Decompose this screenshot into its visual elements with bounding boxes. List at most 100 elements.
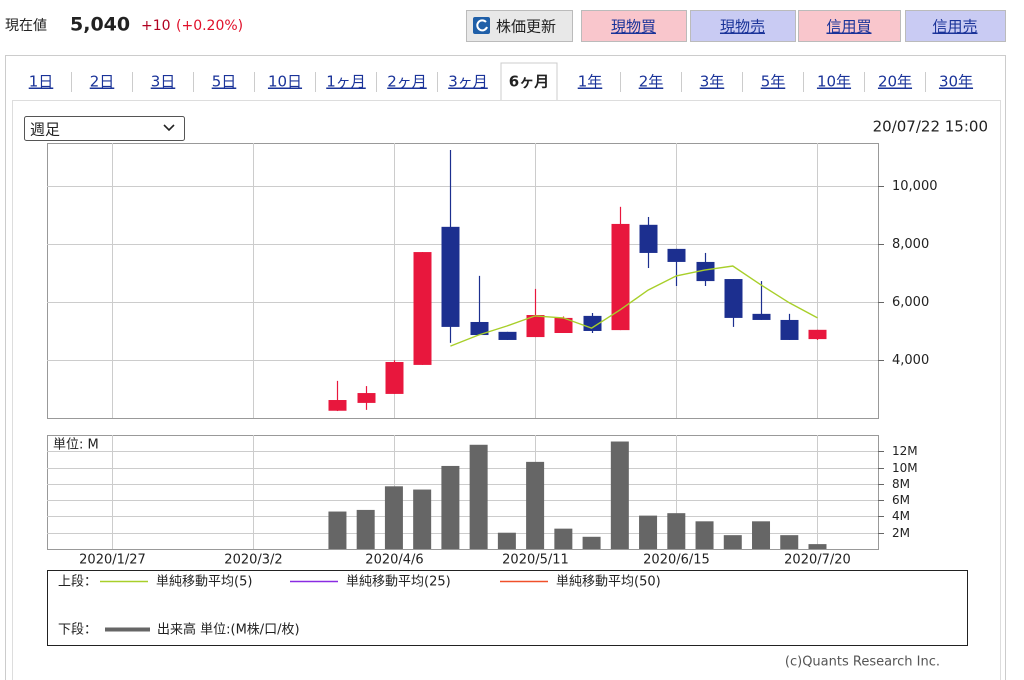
volume-bar xyxy=(582,536,601,549)
tab[interactable]: 3年 xyxy=(700,73,725,91)
y-tick-label: 6,000 xyxy=(892,295,929,310)
candle-body xyxy=(667,248,686,262)
volume-bar xyxy=(328,511,347,549)
price: 5,040 xyxy=(70,14,130,36)
volume-bar xyxy=(695,521,714,549)
tab[interactable]: 10年 xyxy=(817,73,851,91)
button-label[interactable]: 現物買 xyxy=(611,18,656,36)
volume-bar xyxy=(356,509,375,549)
x-tick-label: 2020/1/27 xyxy=(79,553,146,568)
unit-label: 単位: M xyxy=(53,437,99,453)
candle-body xyxy=(639,224,658,253)
volume-bar xyxy=(723,535,742,549)
button-label[interactable]: 信用売 xyxy=(932,18,977,36)
tab[interactable]: 6ヶ月 xyxy=(509,73,549,91)
tab[interactable]: 3日 xyxy=(151,73,176,91)
tab[interactable]: 20年 xyxy=(878,73,912,91)
button-label[interactable]: 信用買 xyxy=(826,18,871,36)
y-tick-label: 10,000 xyxy=(892,179,938,194)
button[interactable] xyxy=(905,10,1006,42)
copyright: (c)Quants Research Inc. xyxy=(785,655,940,670)
tab[interactable]: 2日 xyxy=(90,73,115,91)
tab[interactable]: 2年 xyxy=(639,73,664,91)
candle-body xyxy=(441,226,460,327)
candle-body xyxy=(611,223,630,331)
x-tick-label: 2020/5/11 xyxy=(502,553,569,568)
volume-bar xyxy=(384,486,403,549)
volume-bar xyxy=(554,528,573,549)
candle-body xyxy=(780,319,799,340)
candle-body xyxy=(526,315,545,338)
candle-body xyxy=(357,393,376,403)
candle-body xyxy=(554,317,573,334)
candle-body xyxy=(385,362,404,394)
select-value[interactable]: 週足 xyxy=(30,121,60,139)
button[interactable] xyxy=(798,10,901,42)
tab[interactable]: 10日 xyxy=(268,73,302,91)
y-tick-label: 8,000 xyxy=(892,237,929,252)
volume-bar xyxy=(752,521,771,549)
tab[interactable]: 1ヶ月 xyxy=(326,73,366,91)
x-tick-label: 2020/4/6 xyxy=(365,553,423,568)
button[interactable] xyxy=(690,10,796,42)
panel xyxy=(5,55,1006,680)
change-pct: (+0.20%) xyxy=(176,18,243,34)
volume-bar xyxy=(667,513,686,549)
plot-area xyxy=(47,435,879,550)
legend-label: 単純移動平均(5) xyxy=(156,574,252,590)
active-tab xyxy=(500,62,558,100)
y-tick-label: 4,000 xyxy=(892,353,929,368)
tab[interactable]: 30年 xyxy=(939,73,973,91)
price-label: 現在値 xyxy=(5,18,47,34)
select-box[interactable] xyxy=(24,116,185,141)
x-tick-label: 2020/3/2 xyxy=(224,553,282,568)
tab[interactable]: 5日 xyxy=(212,73,237,91)
tab[interactable]: 1年 xyxy=(578,73,603,91)
legend-title: 下段： xyxy=(58,623,97,638)
volume-bar xyxy=(780,535,799,549)
legend-label: 出来高 単位:(M株/口/枚) xyxy=(157,622,300,638)
volume-bar xyxy=(441,465,460,549)
y-tick-label: 2M xyxy=(892,526,910,540)
y-tick-label: 10M xyxy=(892,461,918,475)
y-tick-label: 8M xyxy=(892,477,910,491)
candle-body xyxy=(328,400,347,411)
select-arrow xyxy=(163,124,175,132)
volume-bar xyxy=(497,532,516,549)
button-label[interactable]: 現物売 xyxy=(720,18,765,36)
plot-area xyxy=(47,143,879,419)
candle-body xyxy=(724,279,743,318)
candle-body xyxy=(808,329,827,340)
period-select[interactable]: 週足 xyxy=(24,116,185,141)
candle-body xyxy=(696,261,715,282)
x-tick-label: 2020/6/15 xyxy=(643,553,710,568)
y-tick-label: 4M xyxy=(892,509,910,523)
legend-title: 上段： xyxy=(58,575,97,590)
button-label[interactable]: 株価更新 xyxy=(496,18,556,36)
y-tick-label: 6M xyxy=(892,493,910,507)
volume-bar xyxy=(469,444,488,549)
legend-box xyxy=(47,570,968,646)
volume-bar xyxy=(808,544,827,549)
change: +10 xyxy=(141,18,171,34)
volume-bar xyxy=(526,461,545,549)
volume-bar xyxy=(413,489,432,549)
y-tick-label: 12M xyxy=(892,444,918,458)
candle-body xyxy=(498,331,517,340)
tab[interactable]: 3ヶ月 xyxy=(448,73,488,91)
tab[interactable]: 2ヶ月 xyxy=(387,73,427,91)
tab[interactable]: 5年 xyxy=(761,73,786,91)
candle-body xyxy=(413,252,432,365)
button[interactable] xyxy=(581,10,687,42)
x-tick-label: 2020/7/20 xyxy=(784,553,851,568)
candle-body xyxy=(752,313,771,320)
inner-panel xyxy=(12,100,1001,680)
ma-line xyxy=(450,265,818,347)
volume-bar xyxy=(639,515,658,549)
volume-bar xyxy=(610,441,629,549)
timestamp: 20/07/22 15:00 xyxy=(873,118,988,136)
legend-label: 単純移動平均(25) xyxy=(346,574,451,590)
tab[interactable]: 1日 xyxy=(29,73,54,91)
legend-label: 単純移動平均(50) xyxy=(556,574,661,590)
